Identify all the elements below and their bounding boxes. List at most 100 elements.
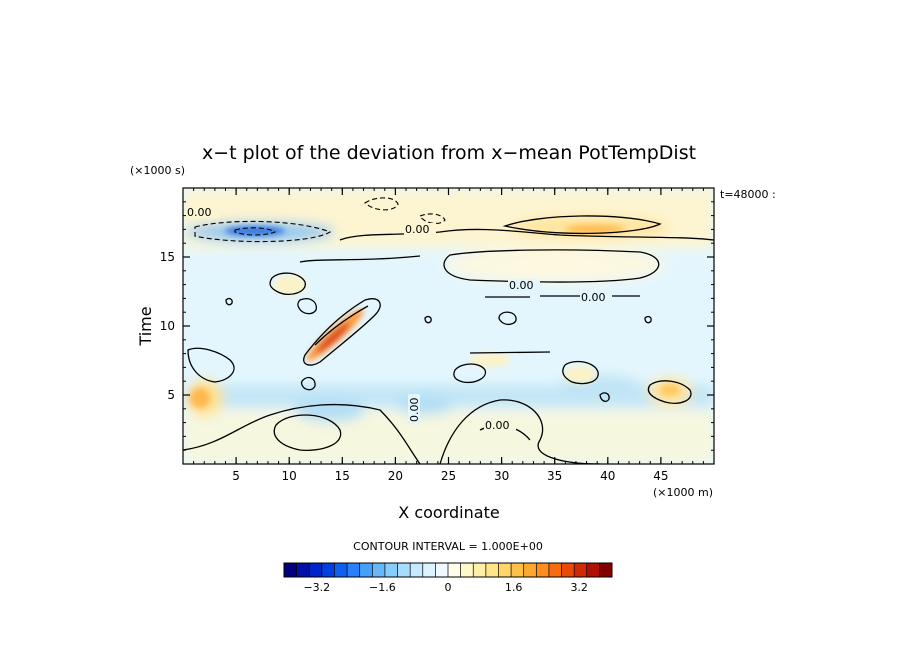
colorbar-swatch — [435, 563, 449, 577]
contour-small-6 — [225, 297, 233, 306]
contour-streak — [303, 298, 381, 366]
colorbar-swatch — [523, 563, 537, 577]
dashed-top-blue-inner — [234, 227, 277, 236]
x-tick-label: 15 — [335, 469, 350, 483]
colorbar-swatch — [321, 563, 335, 577]
colorbar-swatch — [511, 563, 524, 577]
dashed-contours — [194, 197, 446, 243]
y-axis-label: Time — [136, 306, 155, 346]
x-tick-label: 25 — [441, 469, 456, 483]
colorbar-tick-label: −3.2 — [303, 581, 330, 594]
contour-interval-text: CONTOUR INTERVAL = 1.000E+00 — [353, 540, 543, 553]
field-bottom-cream — [183, 410, 714, 464]
colorbar-tick-label: −1.6 — [369, 581, 396, 594]
colorbar-swatch — [460, 563, 474, 577]
contour-right-lobe — [443, 249, 660, 283]
time-note: t=48000 : — [720, 188, 776, 201]
contour-small-7 — [424, 315, 432, 324]
contour-small-1 — [269, 272, 306, 296]
colorbar: −3.2 −1.6 0 1.6 3.2 — [283, 562, 613, 594]
y-tick-label: 10 — [160, 319, 175, 333]
contour-small-8 — [644, 315, 652, 324]
colorbar-swatch — [284, 563, 297, 577]
y-tick-label: 5 — [167, 388, 175, 402]
x-tick-label: 45 — [653, 469, 668, 483]
field-orange-core — [565, 225, 625, 233]
contour-left-patch — [187, 347, 235, 383]
field-blue-patch-1 — [295, 398, 365, 422]
colorbar-swatch — [574, 563, 588, 577]
y-tick-label: 15 — [160, 250, 175, 264]
colorbar-swatch — [498, 563, 512, 577]
contour-label-3: 0.00 — [509, 279, 534, 292]
contour-line-3 — [299, 255, 421, 263]
field-right-cream — [445, 248, 665, 282]
field-blue-patch-2 — [397, 395, 453, 415]
contour-label-bg-4 — [580, 291, 612, 303]
contour-small-4 — [498, 311, 517, 325]
colorbar-swatch — [410, 563, 424, 577]
chart-title: x−t plot of the deviation from x−mean Po… — [202, 142, 696, 164]
field-warm-blob-right — [660, 384, 680, 396]
x-tick-label: 20 — [388, 469, 403, 483]
colorbar-swatch — [397, 563, 411, 577]
contour-label-bg-3 — [508, 279, 540, 291]
y-unit-label: (×1000 s) — [130, 164, 185, 177]
dashed-top-small — [364, 197, 399, 211]
colorbar-swatch — [599, 563, 613, 577]
colorbar-tick-label: 1.6 — [505, 581, 523, 594]
contour-label-bg-5 — [408, 394, 420, 424]
contour-streak-2 — [314, 305, 369, 346]
x-tick-label: 10 — [282, 469, 297, 483]
field-cream-blob-1 — [274, 275, 306, 295]
field-warm-streak-core — [316, 322, 350, 354]
colorbar-swatch — [561, 563, 575, 577]
contour-upper-band — [339, 228, 714, 241]
colorbar-swatch — [309, 563, 323, 577]
colorbar-swatch — [347, 563, 360, 577]
contour-label-4: 0.00 — [581, 291, 606, 304]
contour-top-yellow — [502, 215, 662, 235]
colorbar-swatch — [485, 563, 499, 577]
colorbar-swatch — [586, 563, 600, 577]
contour-label-5: 0.00 — [408, 398, 421, 423]
contour-label-bg-6 — [484, 419, 516, 431]
colorbar-swatch — [473, 563, 487, 577]
field-warm-blob-left — [190, 388, 210, 408]
colorbar-swatch — [422, 563, 436, 577]
contour-small-3 — [453, 363, 487, 384]
dashed-top-blue-outer — [194, 220, 332, 243]
contour-right-blob — [647, 380, 692, 404]
colorbar-swatch — [334, 563, 348, 577]
colorbar-swatch — [448, 563, 461, 577]
colorbar-swatch — [359, 563, 373, 577]
contour-small-9 — [300, 376, 316, 391]
dashed-top-small-2 — [419, 213, 446, 225]
colorbar-swatch — [548, 563, 562, 577]
colorbar-swatch — [536, 563, 550, 577]
plot-area: 0.00 0.00 0.00 0.00 0.00 0.00 — [183, 188, 714, 464]
contour-label-1: 0.00 — [187, 206, 212, 219]
colorbar-tick-label: 0 — [445, 581, 452, 594]
contour-small-5 — [297, 298, 317, 315]
x-axis-label: X coordinate — [398, 503, 499, 522]
colorbar-frame — [283, 562, 613, 578]
contour-label-6: 0.00 — [485, 419, 510, 432]
colorbar-swatch — [384, 563, 398, 577]
x-tick-label: 5 — [232, 469, 240, 483]
colorbar-swatch — [296, 563, 310, 577]
colorbar-swatch — [372, 563, 386, 577]
contour-label-bg-1 — [186, 206, 218, 218]
x-tick-label: 40 — [600, 469, 615, 483]
colorbar-tick-label: 3.2 — [570, 581, 588, 594]
contour-label-2: 0.00 — [405, 223, 430, 236]
x-tick-label: 35 — [547, 469, 562, 483]
x-axis: 5 10 15 20 25 30 35 40 45 — [193, 188, 704, 483]
contour-small-10 — [599, 392, 610, 402]
field-cream-blob-2 — [564, 366, 596, 384]
contour-label-bg-2 — [404, 223, 436, 235]
contour-small-2 — [562, 360, 599, 385]
y-axis: 5 10 15 — [160, 201, 714, 451]
x-unit-label: (×1000 m) — [653, 486, 713, 499]
